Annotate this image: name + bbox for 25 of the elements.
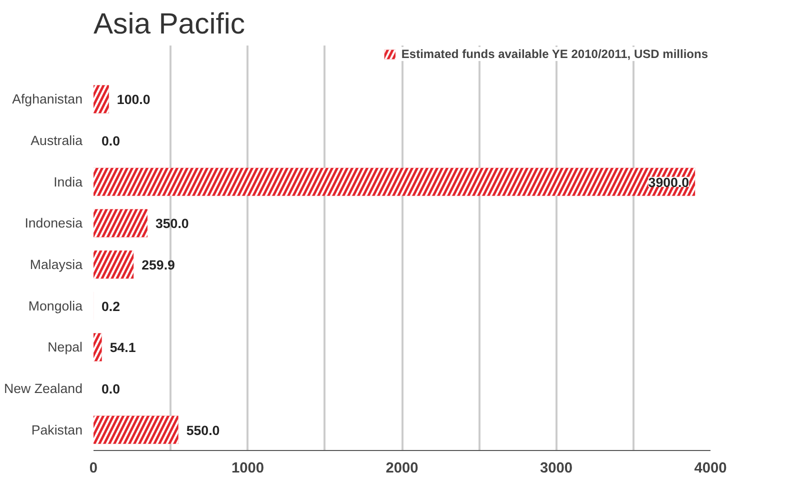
data-label: 3900.0 bbox=[648, 174, 690, 190]
x-tick-label: 4000 bbox=[694, 460, 727, 476]
legend-label: Estimated funds available YE 2010/2011, USD millions bbox=[401, 47, 708, 61]
data-label: 350.0 bbox=[155, 216, 189, 232]
y-tick-label: Nepal bbox=[48, 340, 83, 355]
x-tick-label: 3000 bbox=[540, 460, 573, 476]
y-tick-label: India bbox=[54, 174, 84, 190]
y-tick-label: Mongolia bbox=[28, 298, 84, 314]
chart-title: Asia Pacific bbox=[94, 8, 246, 40]
y-tick-label: Pakistan bbox=[31, 422, 83, 438]
x-tick-label: 2000 bbox=[386, 460, 418, 476]
data-label: 0.2 bbox=[102, 298, 120, 314]
y-tick-label: Indonesia bbox=[24, 216, 84, 231]
y-tick-label: Malaysia bbox=[30, 257, 84, 272]
data-label: 550.0 bbox=[186, 422, 220, 438]
y-tick-label: Australia bbox=[30, 133, 84, 148]
y-tick-label: Afghanistan bbox=[12, 92, 83, 107]
x-tick-label: 1000 bbox=[231, 460, 264, 476]
y-tick-label: New Zealand bbox=[4, 381, 82, 396]
data-label: 0.0 bbox=[102, 134, 120, 149]
data-label: 0.0 bbox=[102, 382, 120, 397]
x-tick-label: 0 bbox=[89, 460, 98, 476]
data-label: 54.1 bbox=[110, 340, 136, 356]
data-label: 259.9 bbox=[142, 258, 175, 273]
data-label: 100.0 bbox=[116, 92, 150, 108]
